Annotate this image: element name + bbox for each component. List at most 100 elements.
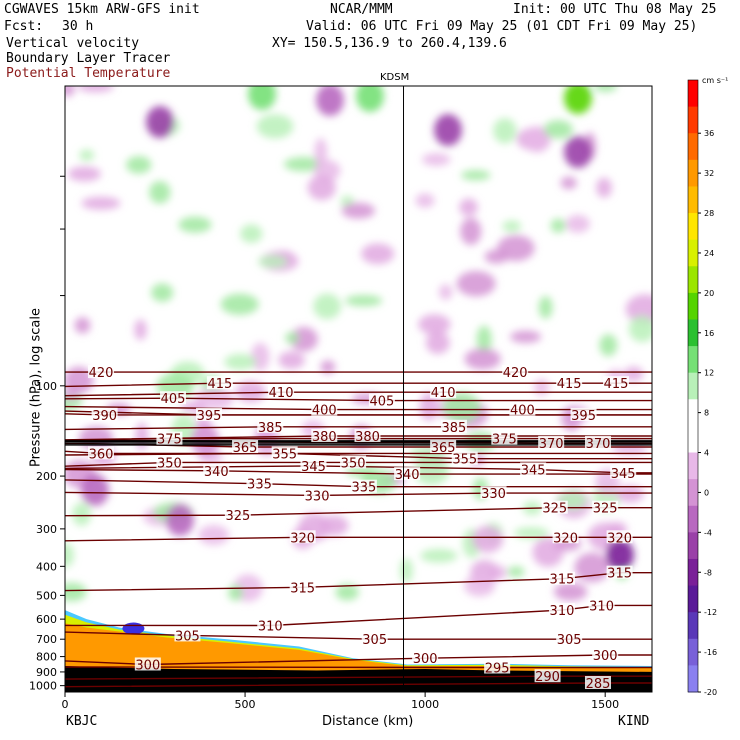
plot-axes: 0 500 1000 15001002003004005006007008009001… xyxy=(29,85,653,711)
isentrope-label-bg xyxy=(88,446,115,460)
downdraft-patch xyxy=(472,525,504,553)
isentrope-label-305: 305 xyxy=(175,629,200,644)
downdraft-patch xyxy=(456,270,496,297)
isentrope-355 xyxy=(65,452,652,460)
isentrope-label-bg xyxy=(430,440,457,454)
downdraft-patch xyxy=(421,153,451,166)
colorbar-swatch xyxy=(688,558,698,587)
isentrope-label-365: 365 xyxy=(233,441,258,456)
updraft-patch xyxy=(283,157,324,172)
isentrope-335 xyxy=(65,479,652,488)
isentrope-label-340: 340 xyxy=(204,465,229,480)
isentrope-label-bg xyxy=(491,431,518,445)
downdraft-patch xyxy=(553,582,588,601)
isentrope-405 xyxy=(65,397,652,402)
isentrope-label-bg xyxy=(304,488,331,502)
isentrope-label-370: 370 xyxy=(539,437,564,452)
y-tick-label: 700 xyxy=(36,633,57,646)
isentrope-label-bg xyxy=(257,618,284,632)
downdraft-patch xyxy=(135,422,149,451)
downdraft-patch xyxy=(533,379,550,396)
isentrope-label-bg xyxy=(412,651,439,665)
isentrope-label-bg xyxy=(224,508,251,522)
downdraft-patch xyxy=(314,138,328,167)
updraft-patch xyxy=(240,224,263,244)
x-tick-label: 500 xyxy=(235,698,256,711)
downdraft-patch xyxy=(77,86,114,93)
isentrope-label-290: 290 xyxy=(535,670,560,685)
isentrope-label-375: 375 xyxy=(157,433,182,448)
isentrope-label-bg xyxy=(451,451,478,465)
colorbar-swatch xyxy=(688,638,698,666)
forecast-hour: 30 h xyxy=(62,19,94,34)
colorbar-swatch xyxy=(688,319,698,347)
isentrope-label-310: 310 xyxy=(589,599,614,614)
updraft-patch xyxy=(72,502,91,526)
downdraft-patch xyxy=(510,330,542,344)
colorbar-swatch xyxy=(688,80,698,108)
updraft-patch xyxy=(151,283,174,302)
colorbar-tick-label: 4 xyxy=(704,449,709,458)
updraft-patch xyxy=(285,332,300,344)
isentrope-400 xyxy=(65,405,652,411)
isentrope-label-415: 415 xyxy=(557,377,582,392)
isentrope-label-315: 315 xyxy=(290,581,315,596)
init-time: Init: 00 UTC Thu 08 May 25 xyxy=(513,2,717,17)
velocity-core xyxy=(564,136,592,168)
isentrope-label-bg xyxy=(88,365,115,379)
isentrope-label-315: 315 xyxy=(550,573,575,588)
isentrope-label-320: 320 xyxy=(290,531,315,546)
downdraft-patch xyxy=(81,196,121,210)
colorbar-swatch xyxy=(688,266,698,294)
colorbar-frame xyxy=(687,79,699,693)
y-axis-label: Pressure (hPa), log scale xyxy=(28,308,44,467)
updraft-patch xyxy=(65,542,74,568)
downdraft-patch xyxy=(464,348,501,370)
isentrope-label-320: 320 xyxy=(607,531,632,546)
isentrope-label-380: 380 xyxy=(312,430,337,445)
colorbar-tick-label: -12 xyxy=(704,608,717,617)
isentrope-label-bg xyxy=(556,632,583,646)
velocity-core xyxy=(81,474,109,506)
y-tick-label: 400 xyxy=(36,560,57,573)
isentrope-label-bg xyxy=(354,428,381,442)
updraft-patch xyxy=(461,170,491,181)
downdraft-patch xyxy=(438,284,453,300)
field-potential-temperature: Potential Temperature xyxy=(6,66,171,81)
updraft-patch xyxy=(178,216,212,233)
isentrope-label-350: 350 xyxy=(157,456,182,471)
updraft-patch xyxy=(420,548,458,563)
isentrope-label-bg xyxy=(361,632,388,646)
colorbar-swatch xyxy=(688,425,698,454)
updraft-patch xyxy=(628,315,652,343)
isentrope-label-420: 420 xyxy=(89,366,114,381)
isentrope-360 xyxy=(65,450,652,455)
velocity-core xyxy=(316,86,344,116)
updraft-patch xyxy=(228,584,244,601)
colorbar-swatch xyxy=(688,346,698,374)
colorbar-swatch xyxy=(688,399,698,427)
isentrope-label-325: 325 xyxy=(225,509,250,524)
updraft-patch xyxy=(335,584,359,601)
downdraft-patch xyxy=(565,214,590,233)
colorbar-swatch xyxy=(688,612,698,640)
colorbar-swatch xyxy=(688,133,698,161)
colorbar-swatch xyxy=(688,186,698,214)
updraft-patch xyxy=(149,180,171,204)
downdraft-patch xyxy=(134,319,147,341)
downdraft-patch xyxy=(289,326,318,352)
downdraft-patch xyxy=(235,381,266,403)
updraft-patch xyxy=(507,566,525,578)
isentrope-label-295: 295 xyxy=(485,662,510,677)
isentrope-label-305: 305 xyxy=(362,633,387,648)
downdraft-patch xyxy=(497,235,535,262)
downdraft-patch xyxy=(341,202,376,219)
colorbar-swatch xyxy=(688,452,698,480)
downdraft-patch xyxy=(65,86,75,97)
isentrope-label-bg xyxy=(584,676,611,690)
updraft-patch xyxy=(224,354,257,370)
isentrope-label-285: 285 xyxy=(586,677,611,692)
isentrope-label-bg xyxy=(534,669,561,683)
isentrope-label-bg xyxy=(350,479,377,493)
cross-section-endpoints: XY= 150.5,136.9 to 260.4,139.6 xyxy=(272,36,507,51)
